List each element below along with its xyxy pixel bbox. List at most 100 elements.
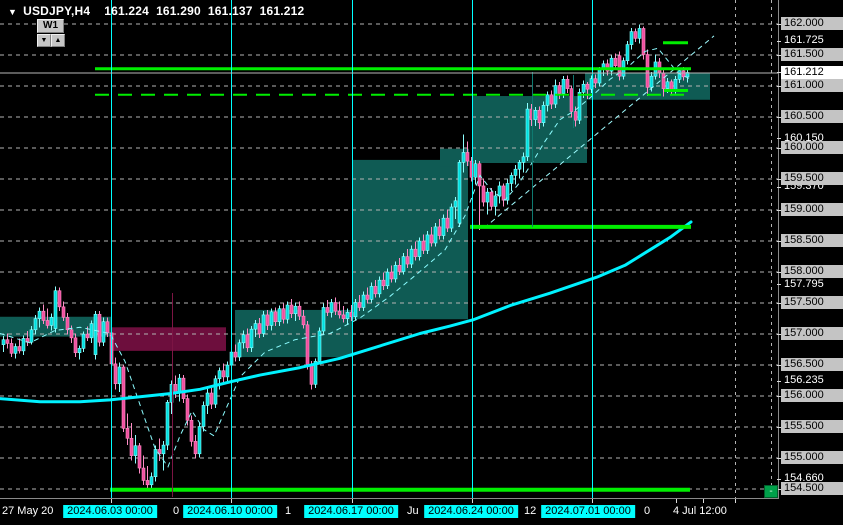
candle-bull	[545, 94, 550, 106]
candle-bear	[481, 185, 486, 203]
candle-bull	[53, 290, 58, 329]
candle-bull	[597, 69, 602, 84]
candle-bull	[237, 342, 242, 358]
candle-bull	[165, 402, 170, 446]
candle-bear	[281, 308, 286, 320]
price-axis-label: 156.500	[781, 358, 843, 371]
price-axis-label: 158.500	[781, 234, 843, 247]
price-axis-tick	[777, 85, 781, 87]
candle-bear	[309, 364, 314, 385]
time-axis-tick	[592, 499, 593, 503]
candle-bull	[177, 377, 182, 393]
price-axis-label: 159.500	[781, 172, 843, 185]
supply-demand-zone	[235, 309, 352, 358]
time-axis-label: 0	[644, 505, 651, 517]
candle-bear	[193, 441, 198, 455]
price-axis-label: 154.500	[781, 482, 843, 495]
candle-bear	[113, 363, 118, 385]
ohlc-high: 161.290	[156, 4, 201, 18]
price-axis-tick	[777, 457, 781, 459]
candle-bull	[457, 162, 462, 224]
candle-bull	[81, 333, 86, 349]
candle-bull	[449, 206, 454, 229]
candle-bull	[433, 226, 438, 244]
candle-bull	[417, 240, 422, 257]
candle-bear	[265, 314, 270, 326]
time-axis-label: 27 May 20	[2, 505, 54, 517]
price-axis-tick	[777, 333, 781, 335]
candle-bull	[509, 175, 514, 184]
candle-bear	[613, 57, 618, 66]
period-w1-button[interactable]: W1	[37, 19, 64, 33]
arrow-up-button[interactable]: ▲	[51, 34, 65, 47]
slow-ma-line	[0, 220, 693, 404]
candle-bull	[345, 312, 350, 319]
candle-bull	[485, 191, 490, 203]
candle-bull	[505, 183, 510, 201]
time-axis-label: Ju	[407, 505, 419, 517]
candle-bull	[197, 426, 202, 455]
candle-bull	[361, 294, 366, 308]
supply-demand-zone	[472, 96, 587, 163]
price-axis-tick	[777, 23, 781, 25]
time-axis-label: 1	[285, 505, 292, 517]
candle-bull	[249, 328, 254, 349]
symbol-dropdown-icon[interactable]: ▼	[8, 7, 18, 17]
candle-bear	[61, 306, 66, 318]
candle-bull	[581, 83, 586, 93]
price-axis-tick	[777, 395, 781, 397]
candle-bull	[577, 92, 582, 121]
candle-bull	[453, 200, 458, 208]
candle-bear	[41, 310, 46, 321]
candle-bull	[677, 70, 682, 80]
candle-bull	[317, 330, 322, 362]
candle-bull	[29, 329, 34, 343]
time-axis-tick	[703, 499, 704, 503]
price-axis-tick	[777, 380, 781, 382]
candle-bear	[477, 163, 482, 187]
candle-bear	[337, 310, 342, 316]
price-axis-label: 157.000	[781, 327, 843, 340]
price-axis-tick	[777, 186, 781, 188]
candle-bear	[501, 185, 506, 201]
candle-bull	[21, 338, 26, 352]
price-axis-tick	[777, 147, 781, 149]
current-price-label: 161.212	[781, 65, 843, 79]
time-axis-label: 4 Jul 12:00	[673, 505, 727, 517]
candle-bull	[461, 152, 466, 163]
week-separator-label: 2024.06.24 00:00	[424, 505, 518, 518]
candle-bear	[257, 323, 262, 334]
price-axis-tick	[777, 478, 781, 480]
price-axis-tick	[777, 178, 781, 180]
candle-bull	[385, 271, 390, 287]
candle-bear	[45, 320, 50, 326]
candle-bear	[333, 302, 338, 312]
price-axis-tick	[777, 488, 781, 490]
time-axis-tick	[352, 499, 353, 503]
candle-bear	[585, 83, 590, 90]
candle-bear	[421, 240, 426, 251]
price-level-label: 156.235	[784, 374, 824, 387]
candle-bull	[637, 28, 642, 39]
price-axis-tick	[777, 271, 781, 273]
candle-bull	[149, 476, 154, 486]
candle-bear	[209, 392, 214, 405]
minimize-green-button[interactable]: -	[764, 485, 778, 498]
supply-demand-zone	[111, 327, 226, 351]
candle-bull	[353, 302, 358, 318]
price-axis-tick	[777, 72, 781, 74]
candle-bear	[373, 286, 378, 295]
candle-bull	[37, 310, 42, 319]
candle-bear	[569, 88, 574, 112]
ohlc-open: 161.224	[104, 4, 150, 18]
candle-bear	[57, 290, 62, 308]
candle-bull	[205, 392, 210, 406]
price-axis-label: 155.500	[781, 420, 843, 433]
candle-bear	[405, 256, 410, 265]
candle-bear	[593, 78, 598, 84]
arrow-down-button[interactable]: ▼	[37, 34, 51, 47]
candle-bull	[625, 44, 630, 62]
candle-bull	[425, 234, 430, 251]
candle-bull	[241, 334, 246, 344]
